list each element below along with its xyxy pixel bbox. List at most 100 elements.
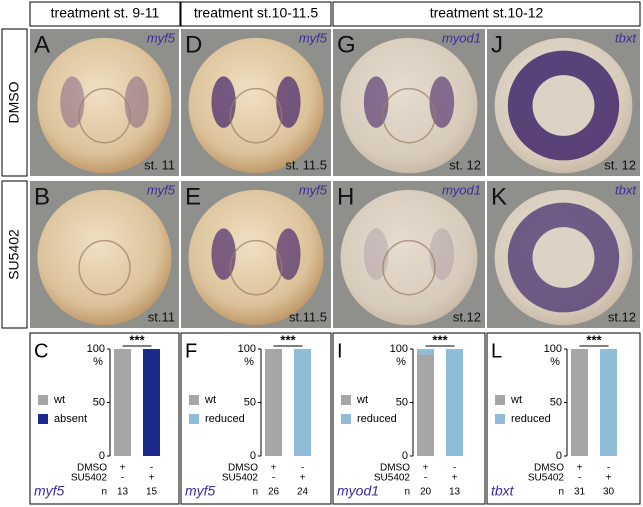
treatment-label: SU5402: [374, 473, 411, 484]
treatment-label: SU5402: [528, 473, 565, 484]
panel-letter: C: [34, 340, 48, 362]
legend-swatch: [495, 414, 505, 424]
legend-label: reduced: [511, 413, 551, 425]
treatment-mark: +: [606, 473, 612, 484]
treatment-mark: +: [271, 463, 277, 474]
stain-arc: [429, 76, 455, 128]
panel-letter: A: [34, 31, 50, 58]
panel-letter: H: [337, 183, 354, 210]
treatment-label: DMSO: [534, 463, 564, 474]
embryo: [37, 189, 172, 326]
treatment-mark: -: [578, 473, 581, 484]
column-header: treatment st.10-11.5: [194, 5, 318, 21]
n-value: 24: [297, 487, 309, 498]
gene-name: tbxt: [615, 182, 637, 197]
gene-name: myf5: [299, 30, 328, 45]
gene-name: myf5: [147, 30, 176, 45]
legend-label: wt: [510, 394, 522, 406]
blastopore: [78, 87, 131, 144]
row-label-box: [1, 180, 28, 329]
embryo: [37, 37, 172, 174]
stage-label: st.12: [453, 309, 481, 324]
bar: [446, 349, 463, 456]
panel-letter: I: [337, 340, 343, 362]
significance: ***: [432, 332, 448, 347]
stage-label: st. 12: [449, 157, 481, 172]
embryo: [340, 37, 478, 174]
treatment-label: DMSO: [228, 463, 258, 474]
gene-name: tbxt: [615, 30, 637, 45]
stage-label: st. 11.5: [285, 157, 327, 172]
gene-name: myf5: [185, 483, 216, 499]
y-tick-label: 0: [99, 450, 105, 462]
significance: ***: [129, 332, 145, 347]
stage-label: st.12: [608, 309, 636, 324]
n-value: 13: [117, 487, 129, 498]
n-value: 20: [420, 487, 432, 498]
treatment-mark: -: [272, 473, 275, 484]
y-tick-label: 0: [250, 450, 256, 462]
panel-letter: G: [337, 31, 356, 58]
legend-swatch: [341, 414, 351, 424]
stage-label: st.11: [148, 309, 175, 324]
row-label: DMSO: [6, 81, 22, 123]
treatment-mark: +: [300, 473, 306, 484]
gene-name: myf5: [34, 483, 65, 499]
treatment-mark: +: [149, 473, 155, 484]
y-unit: %: [93, 356, 103, 368]
blastopore: [229, 87, 283, 144]
legend-label: wt: [53, 394, 65, 406]
significance: ***: [280, 332, 296, 347]
treatment-mark: -: [607, 463, 610, 474]
bar: [265, 349, 282, 456]
treatment-mark: +: [452, 473, 458, 484]
stain-arc: [276, 76, 301, 128]
row-label-box: [1, 28, 28, 177]
bar: [600, 349, 617, 456]
stain-arc: [211, 76, 236, 128]
panel-letter: J: [491, 31, 503, 58]
blastopore: [532, 227, 595, 288]
treatment-label: DMSO: [380, 463, 410, 474]
legend-swatch: [189, 395, 199, 405]
legend-swatch: [38, 414, 48, 424]
legend-swatch: [189, 414, 199, 424]
stage-label: st.11.5: [289, 309, 327, 324]
treatment-mark: +: [577, 463, 583, 474]
legend-label: wt: [356, 394, 368, 406]
blastopore: [78, 239, 131, 296]
panel-letter: L: [491, 340, 502, 362]
treatment-label: SU5402: [71, 473, 108, 484]
bar: [417, 349, 434, 355]
bar: [114, 349, 131, 456]
treatment-mark: -: [150, 463, 153, 474]
treatment-label: SU5402: [222, 473, 259, 484]
gene-name: myod1: [442, 182, 481, 197]
treatment-label: DMSO: [77, 463, 107, 474]
legend-swatch: [38, 395, 48, 405]
n-value: 30: [603, 487, 615, 498]
y-tick-label: 50: [396, 396, 408, 408]
panel-letter: E: [185, 183, 201, 210]
header-box: [332, 1, 641, 27]
y-unit: %: [396, 356, 406, 368]
y-tick-label: 50: [93, 396, 105, 408]
embryo: [340, 189, 478, 326]
y-tick-label: 0: [402, 450, 408, 462]
panel-letter: D: [185, 31, 202, 58]
bar: [571, 349, 588, 456]
gene-name: myod1: [337, 483, 379, 499]
n-label: n: [558, 487, 564, 498]
y-tick-label: 100: [390, 343, 408, 355]
stain-arc: [276, 228, 301, 280]
embryo: [188, 37, 324, 174]
panel-letter: K: [491, 183, 507, 210]
gene-name: tbxt: [491, 483, 515, 499]
stain-ring: [507, 50, 620, 161]
y-tick-label: 0: [556, 450, 562, 462]
y-tick-label: 50: [550, 396, 562, 408]
y-tick-label: 100: [238, 343, 256, 355]
treatment-mark: -: [121, 473, 124, 484]
legend-swatch: [495, 395, 505, 405]
